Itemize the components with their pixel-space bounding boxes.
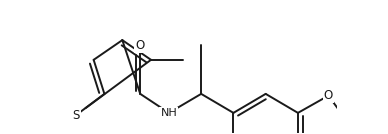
Text: S: S (72, 109, 80, 122)
Text: O: O (324, 89, 333, 102)
Text: NH: NH (161, 108, 177, 118)
Text: O: O (136, 39, 145, 52)
